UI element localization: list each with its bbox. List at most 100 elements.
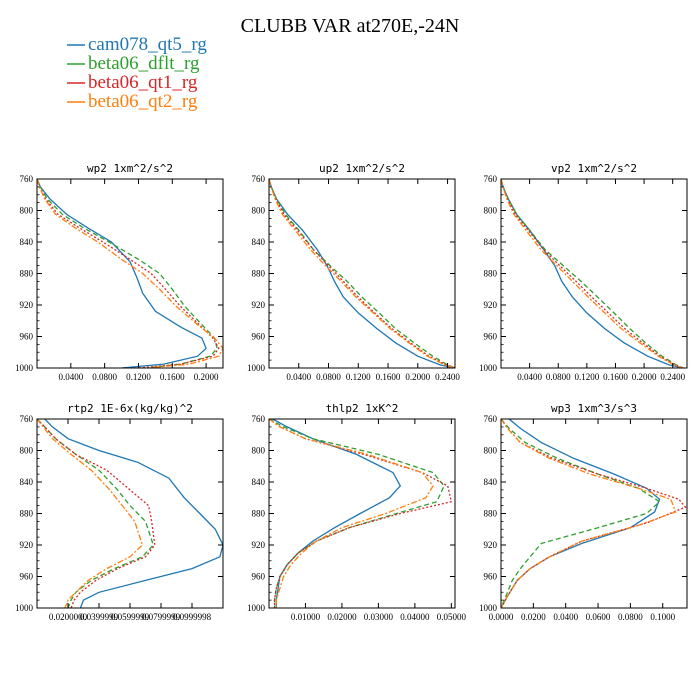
y-tick-label: 760 — [252, 174, 266, 184]
y-tick-label: 920 — [252, 300, 266, 310]
panel-title: wp3 1xm^3/s^3 — [551, 402, 637, 415]
panel-title: up2 1xm^2/s^2 — [319, 162, 405, 175]
y-tick-label: 840 — [20, 477, 34, 487]
panel-5: thlp2 1xK^2 760 800 840 880 920 960 1000 0.01000… — [247, 402, 466, 622]
y-tick-label: 1000 — [15, 363, 34, 373]
series-line-cam078_qt5_rg — [272, 419, 402, 608]
y-tick-label: 960 — [252, 572, 266, 582]
y-tick-label: 840 — [252, 477, 266, 487]
series-line-beta06_qt1_rg — [37, 179, 220, 368]
series-line-beta06_dflt_rg — [501, 179, 684, 368]
series-line-beta06_dflt_rg — [269, 179, 455, 368]
panel-title: thlp2 1xK^2 — [326, 402, 399, 415]
x-tick-label: 0.0399999 — [80, 612, 119, 622]
panel-3: vp2 1xm^2/s^2 760 800 840 880 920 960 1000 0.040… — [479, 162, 688, 382]
plot-frame — [268, 418, 456, 609]
y-tick-label: 880 — [484, 269, 498, 279]
y-tick-label: 960 — [484, 332, 498, 342]
y-tick-label: 1000 — [247, 363, 266, 373]
x-tick-label: 0.0800 — [92, 372, 117, 382]
y-tick-label: 880 — [20, 509, 34, 519]
panel-6: wp3 1xm^3/s^3 760 800 840 880 920 960 10000.000… — [479, 402, 688, 622]
x-tick-label: 0.0000 — [489, 612, 514, 622]
series-line-cam078_qt5_rg — [269, 179, 455, 368]
series-line-beta06_qt2_rg — [37, 419, 144, 608]
y-tick-label: 800 — [20, 446, 34, 456]
y-tick-label: 920 — [252, 540, 266, 550]
legend-label-cam078_qt5_rg: cam078_qt5_rg — [88, 34, 207, 55]
series-line-beta06_qt1_rg — [501, 179, 684, 368]
x-tick-label: 0.0999998 — [173, 612, 212, 622]
series-line-beta06_qt2_rg — [37, 179, 223, 368]
y-tick-label: 800 — [252, 446, 266, 456]
y-tick-label: 800 — [484, 446, 498, 456]
y-tick-label: 760 — [484, 174, 498, 184]
y-tick-label: 760 — [20, 414, 34, 424]
series-line-beta06_dflt_rg — [269, 419, 445, 608]
x-tick-label: 0.0400 — [58, 372, 83, 382]
x-tick-label: 0.1200 — [346, 372, 371, 382]
series-line-cam078_qt5_rg — [501, 179, 684, 368]
x-tick-label: 0.0800 — [316, 372, 341, 382]
x-tick-label: 0.02000 — [327, 612, 357, 622]
y-tick-label: 760 — [252, 414, 266, 424]
x-tick-label: 0.0600 — [586, 612, 611, 622]
legend-label-beta06_dflt_rg: beta06_dflt_rg — [88, 53, 200, 74]
panel-title: wp2 1xm^2/s^2 — [87, 162, 173, 175]
x-tick-label: 0.05000 — [437, 612, 467, 622]
y-tick-label: 920 — [484, 300, 498, 310]
x-tick-label: 0.1600 — [376, 372, 401, 382]
x-tick-label: 0.1200 — [126, 372, 151, 382]
x-tick-label: 0.0799999 — [142, 612, 181, 622]
plot-frame — [500, 178, 688, 369]
panel-2: up2 1xm^2/s^2 760 800 840 880 920 960 1000 0.040… — [247, 162, 460, 382]
series-line-beta06_qt2_rg — [269, 179, 455, 368]
series-line-cam078_qt5_rg — [501, 419, 661, 608]
x-tick-label: 0.03000 — [364, 612, 394, 622]
series-line-cam078_qt5_rg — [44, 419, 223, 608]
y-tick-label: 920 — [20, 540, 34, 550]
y-tick-label: 880 — [484, 509, 498, 519]
series-line-cam078_qt5_rg — [37, 179, 207, 368]
series-line-beta06_qt2_rg — [269, 419, 434, 608]
x-tick-label: 0.1600 — [603, 372, 628, 382]
series-line-beta06_dflt_rg — [501, 419, 661, 608]
y-tick-label: 960 — [252, 332, 266, 342]
x-tick-label: 0.04000 — [400, 612, 430, 622]
x-tick-label: 0.0200 — [521, 612, 546, 622]
plot-frame — [36, 418, 224, 609]
panels: wp2 1xm^2/s^2 760 800 840 880 920 960 1000 0.040… — [15, 162, 688, 622]
y-tick-label: 960 — [20, 332, 34, 342]
x-tick-label: 0.01000 — [291, 612, 321, 622]
series-line-beta06_qt1_rg — [37, 419, 156, 608]
y-tick-label: 760 — [20, 174, 34, 184]
x-tick-label: 0.0800 — [618, 612, 643, 622]
panel-4: rtp2 1E-6x(kg/kg)^2 760 800 840 880 920 960 100… — [15, 402, 224, 622]
x-tick-label: 0.2400 — [435, 372, 460, 382]
y-tick-label: 1000 — [479, 603, 498, 613]
legend-label-beta06_qt1_rg: beta06_qt1_rg — [88, 72, 198, 93]
x-tick-label: 0.1200 — [574, 372, 599, 382]
y-tick-label: 760 — [484, 414, 498, 424]
x-tick-label: 0.0400 — [286, 372, 311, 382]
y-tick-label: 960 — [484, 572, 498, 582]
x-tick-label: 0.1000 — [650, 612, 675, 622]
y-tick-label: 1000 — [479, 363, 498, 373]
series-line-beta06_dflt_rg — [37, 179, 218, 368]
y-tick-label: 1000 — [15, 603, 34, 613]
x-tick-label: 0.0800 — [546, 372, 571, 382]
panel-title: vp2 1xm^2/s^2 — [551, 162, 637, 175]
y-tick-label: 1000 — [247, 603, 266, 613]
plot-frame — [268, 178, 456, 369]
x-tick-label: 0.2000 — [194, 372, 219, 382]
panel-title: rtp2 1E-6x(kg/kg)^2 — [67, 402, 193, 415]
y-tick-label: 880 — [252, 269, 266, 279]
y-tick-label: 960 — [20, 572, 34, 582]
figure-title: CLUBB VAR at270E,-24N — [241, 15, 460, 37]
series-line-beta06_qt1_rg — [269, 179, 455, 368]
series-line-beta06_qt2_rg — [501, 419, 677, 608]
y-tick-label: 920 — [484, 540, 498, 550]
legend: cam078_qt5_rgbeta06_dflt_rgbeta06_qt1_rg… — [67, 34, 207, 112]
y-tick-label: 800 — [20, 206, 34, 216]
